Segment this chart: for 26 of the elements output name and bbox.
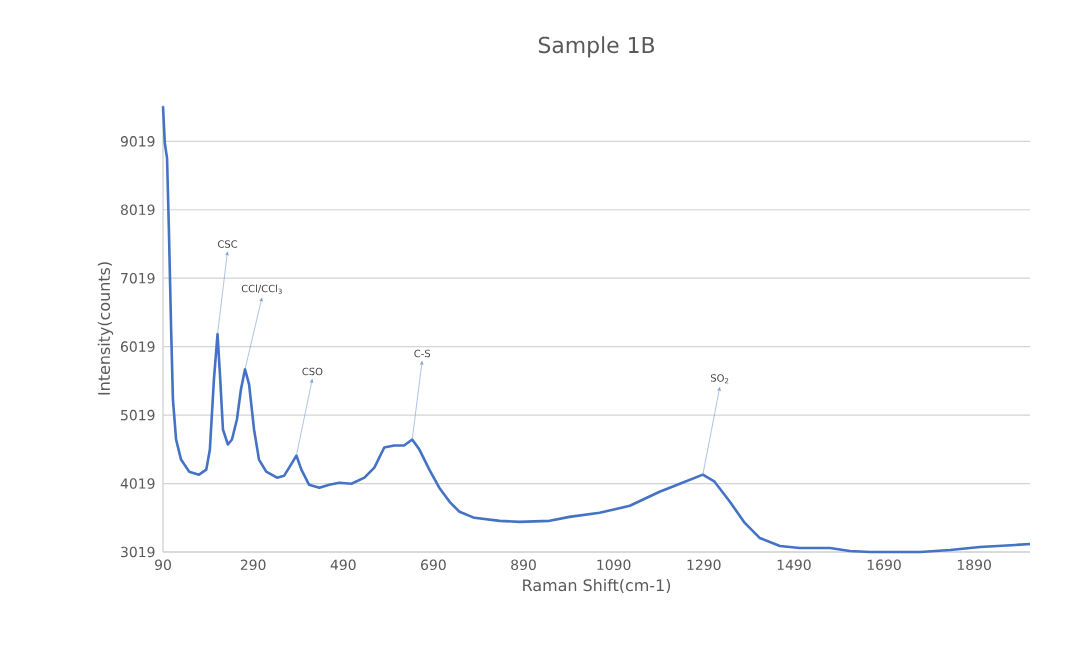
y-axis-title: Intensity(counts): [97, 262, 114, 395]
annotation: CCl/CCl$_{3}$: [241, 284, 282, 294]
x-tick-label: 890: [511, 559, 536, 571]
x-tick-label: 490: [330, 559, 356, 571]
annotation: SO$_{2}$: [710, 374, 729, 384]
y-tick-label: 7019: [121, 272, 155, 284]
x-tick-label: 1890: [957, 559, 991, 571]
y-tick-label: 6019: [120, 341, 155, 352]
annotation: CSO: [302, 367, 323, 376]
y-tick-label: 9019: [120, 136, 155, 147]
chart-title: Sample 1B: [538, 36, 655, 58]
y-tick-label: 5019: [121, 409, 155, 421]
y-tick-label: 8019: [120, 204, 155, 216]
x-tick-label: 1490: [777, 559, 811, 571]
annotation: C-S: [414, 349, 431, 358]
annotation: CSC: [217, 240, 238, 248]
x-tick-label: 1290: [687, 559, 721, 571]
y-tick-label: 4019: [120, 478, 155, 489]
x-tick-label: 1090: [597, 559, 631, 571]
x-tick-label: 90: [155, 559, 171, 571]
x-axis-title: Raman Shift(cm-1): [523, 578, 671, 594]
y-tick-label: 3019: [121, 546, 155, 558]
x-tick-label: 690: [421, 559, 446, 571]
x-tick-label: 290: [240, 559, 266, 571]
line-series: [161, 104, 1032, 554]
x-tick-label: 1690: [867, 559, 901, 571]
